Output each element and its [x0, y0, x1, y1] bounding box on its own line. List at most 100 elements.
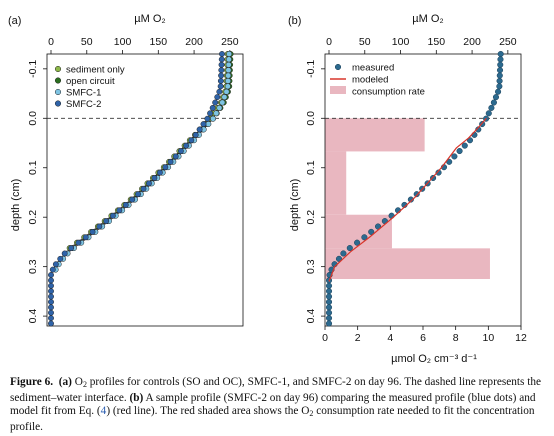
- panel-b-label: (b): [288, 15, 301, 27]
- measured-point: [496, 83, 503, 90]
- caption-part-a-text-pre: O: [74, 376, 83, 388]
- panel-a-top-tick-label: 0: [48, 36, 54, 48]
- caption-part-b-label: (b): [129, 391, 144, 404]
- panel-a-series-point: [209, 104, 216, 111]
- caption-part-a-sub: 2: [82, 380, 87, 389]
- panel-b-top-tick-label: 250: [499, 36, 517, 48]
- panel-a-series-point: [75, 239, 82, 246]
- panel-a-series-point: [135, 191, 141, 198]
- measured-point: [335, 255, 343, 262]
- measured-point: [456, 147, 463, 155]
- panel-a-series-point: [188, 137, 195, 144]
- measured-point: [466, 137, 474, 144]
- measured-point: [471, 131, 478, 138]
- legend-consumption-swatch: [330, 86, 346, 94]
- panel-a-series-point: [109, 212, 116, 219]
- caption-part-a-label: (a): [58, 376, 72, 388]
- panel-a-series-point: [210, 115, 216, 122]
- panel-b: (b) µM O₂ depth (cm) µmol O₂ cm⁻³ d⁻¹ -0…: [288, 13, 527, 365]
- panel-a-plot-frame: [46, 53, 244, 327]
- panel-a-series-point: [213, 110, 220, 117]
- panel-a-series-point: [214, 94, 221, 101]
- panel-a-series-point: [116, 207, 123, 214]
- panel-a-series-point: [217, 78, 224, 84]
- measured-point: [361, 234, 368, 241]
- panel-a-top-axis-label: µM O₂: [134, 13, 165, 25]
- measured-point: [497, 50, 504, 58]
- measured-point: [407, 196, 414, 203]
- panel-a-top-tick-label: 100: [114, 36, 132, 48]
- legend-marker-2: [54, 88, 62, 96]
- figure-6: (a) µM O₂ depth (cm) -0.1 0.0 0.1 0.2 0.3 0.4…: [8, 13, 527, 365]
- legend-label-2: SMFC-1: [66, 88, 101, 99]
- panel-a-series-point: [162, 164, 169, 171]
- panel-a-top-tick-label: 200: [185, 36, 203, 48]
- panel-b-y-axis-label: depth (cm): [289, 179, 301, 232]
- panel-a-series-point: [226, 51, 233, 57]
- panel-a-series-point: [172, 153, 179, 160]
- measured-point: [451, 153, 458, 160]
- measured-point: [475, 126, 482, 133]
- panel-a-series-point: [219, 51, 225, 57]
- caption-part-b-text-2: ) (red line). The red shaded area shows …: [106, 405, 310, 418]
- panel-a-y-tick-label: -0.1: [27, 60, 39, 78]
- measured-point: [325, 282, 333, 289]
- measured-point: [495, 88, 502, 95]
- figure-caption: Figure 6. (a) O2 profiles for controls (…: [10, 376, 544, 434]
- legend-label-b-0: measured: [352, 63, 394, 74]
- panel-a-y-tick-label: 0.2: [27, 210, 39, 225]
- panel-a-series-point: [96, 223, 103, 230]
- panel-b-bottom-tick-label: 4: [387, 332, 393, 344]
- measured-point: [496, 72, 503, 79]
- legend-marker-1: [54, 77, 62, 84]
- legend-marker-3: [54, 100, 62, 107]
- caption-equation-link[interactable]: 4: [100, 405, 107, 418]
- panel-a-series-point: [52, 261, 59, 268]
- panel-b-y-tick-label: 0.4: [305, 309, 317, 324]
- panel-a-y-axis-label: depth (cm): [10, 179, 22, 232]
- panel-a-series-point: [212, 99, 219, 106]
- panel-a-series-point: [225, 56, 232, 63]
- panel-a-series-point: [48, 277, 54, 284]
- panel-a-series-point: [218, 56, 225, 63]
- panel-b-top-tick-label: 200: [463, 36, 481, 48]
- panel-b-y-tick-label: -0.1: [305, 60, 317, 78]
- panel-a-series-point: [61, 250, 68, 257]
- panel-a-series-point: [221, 94, 228, 101]
- panel-a-series-point: [103, 218, 110, 225]
- panel-a-series-point: [48, 315, 54, 322]
- measured-point: [461, 142, 468, 149]
- panel-a-series-point: [192, 131, 199, 138]
- panel-a-series-point: [196, 126, 203, 133]
- panel-a-series-point: [219, 99, 226, 106]
- panel-b-y-tick-label: 0.0: [305, 111, 317, 126]
- panel-a-series-point: [49, 266, 56, 273]
- measured-point: [488, 104, 495, 111]
- measured-point: [496, 77, 503, 85]
- measured-point: [325, 315, 333, 322]
- measured-point: [492, 94, 500, 101]
- panel-b-bottom-tick-label: 2: [355, 332, 361, 344]
- panel-b-top-tick-label: 100: [392, 36, 410, 48]
- panel-a-series-point: [156, 169, 163, 176]
- panel-b-bottom-tick-label: 0: [322, 332, 328, 344]
- panel-b-top-tick-label: 150: [428, 36, 446, 48]
- consumption-rate-bar: [325, 248, 490, 280]
- panel-b-top-tick-label: 50: [359, 36, 371, 48]
- panel-a-series-point: [48, 293, 54, 300]
- panel-a-series-point: [48, 320, 54, 327]
- panel-a-series-point: [207, 110, 214, 117]
- legend-label-3: SMFC-2: [66, 99, 101, 110]
- panel-a-series-point: [218, 67, 225, 74]
- panel-a-series-point: [48, 272, 54, 278]
- panel-a-series-point: [48, 309, 54, 316]
- panel-a-series-point: [223, 88, 230, 95]
- panel-a-series-point: [48, 282, 54, 289]
- panel-b-bottom-tick-label: 10: [482, 332, 494, 344]
- measured-point: [485, 110, 492, 117]
- caption-part-a-text-post: profiles for controls (SO and OC), SMFC-…: [10, 376, 542, 404]
- panel-a-series-point: [225, 78, 231, 84]
- panel-a-series-point: [225, 61, 232, 68]
